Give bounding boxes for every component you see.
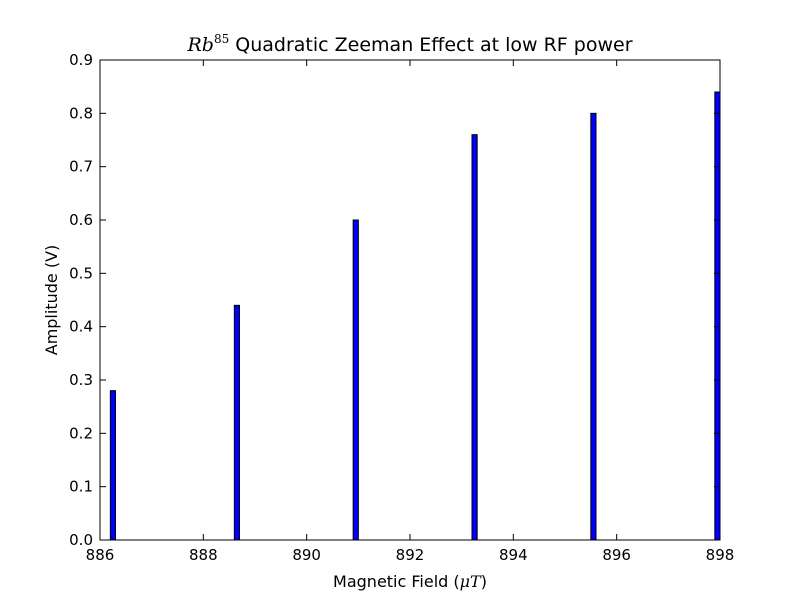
chart-title-math: Rb [186,34,213,56]
x-axis-label-prefix: Magnetic Field ( [333,572,460,591]
x-tick-label: 892 [396,546,425,564]
chart-title-superscript: 85 [214,32,229,46]
chart-title-text: Quadratic Zeeman Effect at low RF power [229,34,632,56]
ticks-group: 886 888 890 892 894 896 898 0.0 0.1 0.2 0.3 0.4 0.5 0… [69,51,734,564]
y-tick-label: 0.3 [69,371,93,389]
y-tick-label: 0.6 [69,211,93,229]
y-tick-label: 0.4 [69,318,93,336]
bars-group [109,91,721,541]
y-tick-label: 0.1 [69,478,93,496]
x-tick-label: 898 [706,546,735,564]
bar [714,91,721,541]
y-tick-label: 0.7 [69,158,93,176]
y-tick-label: 0.0 [69,531,93,549]
x-tick-label: 896 [602,546,631,564]
x-tick-label: 888 [189,546,218,564]
bar [109,390,117,541]
y-tick-label: 0.2 [69,424,93,442]
x-tick-label: 886 [86,546,115,564]
bar [352,219,359,541]
x-axis-label-suffix: ) [481,572,487,591]
x-axis-label-math: μT [460,572,482,591]
x-tick-label: 890 [292,546,321,564]
y-tick-label: 0.5 [69,264,93,282]
chart-title: Rb85 Quadratic Zeeman Effect at low RF p… [186,32,632,56]
plot-frame [99,59,721,541]
x-axis-label: Magnetic Field (μT) [333,572,487,591]
y-tick-label: 0.9 [69,51,93,69]
y-tick-label: 0.8 [69,104,93,122]
x-tick-label: 894 [499,546,528,564]
bar [471,134,478,541]
y-axis-label: Amplitude (V) [42,245,61,356]
bar [233,304,240,541]
bar [590,112,597,541]
